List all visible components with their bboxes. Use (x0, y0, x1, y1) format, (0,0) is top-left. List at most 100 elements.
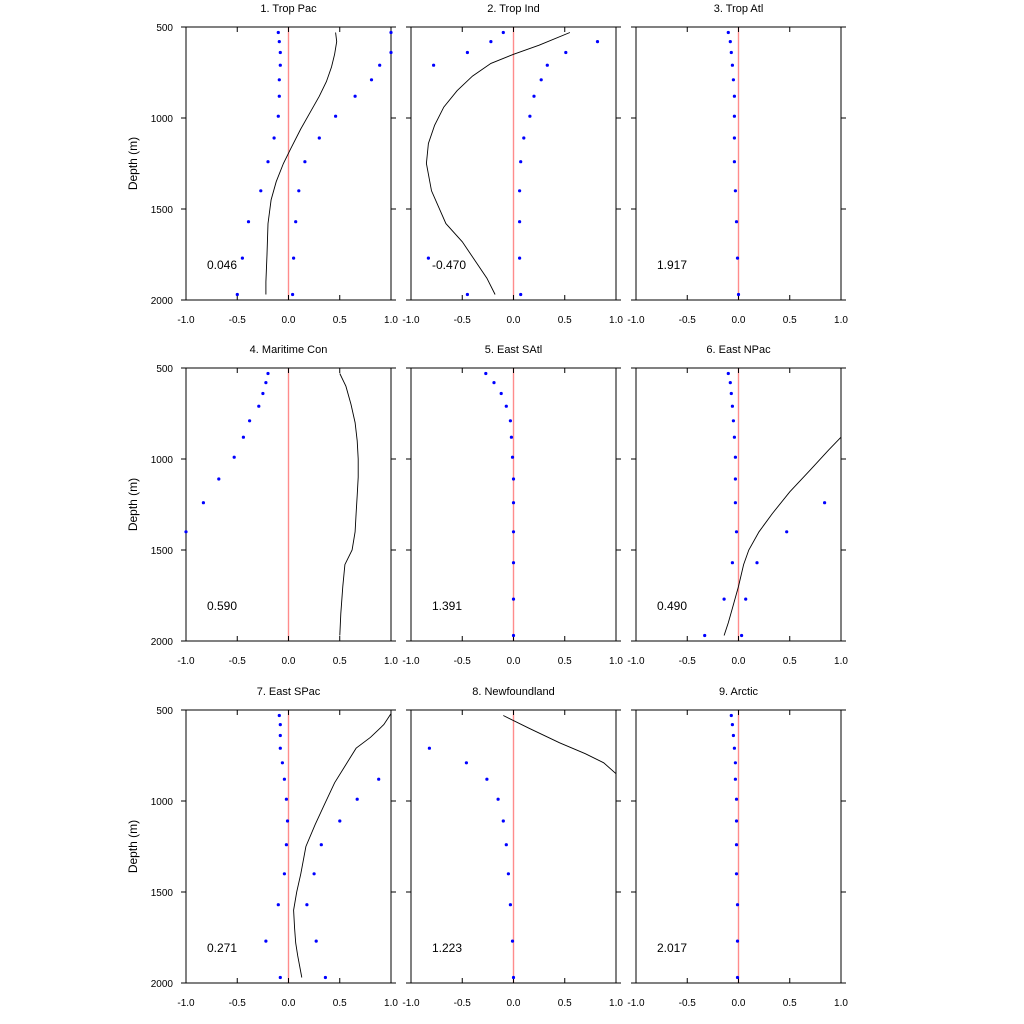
data-point (733, 777, 738, 781)
x-tick-label: -0.5 (229, 998, 247, 1009)
data-point (729, 713, 733, 718)
x-tick-label: 1.0 (834, 315, 848, 326)
x-tick-label: 0.5 (783, 656, 797, 667)
panel-title: 7. East SPac (257, 686, 321, 698)
data-point (732, 136, 737, 140)
panel-6: 6. East NPac -1.0 -0.5 0.0 0.5 1.0 0.490 (627, 344, 848, 667)
data-point (511, 477, 516, 481)
x-tick-label: 0.5 (558, 315, 572, 326)
panel-title: 6. East NPac (706, 344, 771, 356)
data-point (489, 40, 493, 44)
data-point (323, 975, 327, 980)
profile-line (293, 713, 392, 978)
data-point (755, 561, 759, 565)
data-point (508, 903, 512, 907)
panel-title: 8. Newfoundland (472, 686, 555, 698)
data-point (735, 903, 740, 907)
x-tick-label: 0.5 (558, 656, 572, 667)
data-point (278, 975, 282, 980)
data-point (504, 404, 508, 408)
x-tick-label: 0.0 (282, 315, 296, 326)
data-point (744, 597, 748, 601)
panel-value: 1.917 (657, 258, 687, 272)
panel-value: 1.223 (432, 941, 462, 955)
x-tick-label: 0.0 (507, 656, 521, 667)
data-point (731, 733, 736, 738)
data-point (282, 777, 286, 781)
panel-8: 8. Newfoundland -1.0 -0.5 0.0 0.5 1.0 1.223 (402, 686, 623, 1009)
y-tick-label: 1500 (151, 205, 174, 216)
data-point (510, 455, 515, 459)
data-point (734, 819, 739, 823)
data-point (389, 30, 393, 35)
data-point (734, 530, 739, 534)
profile-line (425, 32, 571, 295)
data-point (432, 63, 436, 67)
data-point (733, 761, 738, 765)
data-point (285, 819, 290, 823)
data-point (353, 94, 357, 98)
data-point (735, 975, 740, 980)
y-tick-label: 500 (156, 706, 173, 717)
data-point (465, 292, 469, 297)
data-point (278, 733, 282, 738)
data-point (703, 633, 707, 638)
x-tick-label: -1.0 (402, 998, 420, 1009)
data-point (277, 94, 281, 98)
data-point (496, 797, 500, 801)
data-point (248, 419, 252, 423)
data-point (730, 63, 735, 67)
data-point (314, 939, 318, 943)
data-point (734, 797, 739, 801)
panel-title: 1. Trop Pac (260, 3, 317, 15)
x-tick-label: 0.0 (507, 998, 521, 1009)
y-axis-label: Depth (m) (126, 137, 140, 190)
x-tick-label: 1.0 (609, 998, 623, 1009)
data-point (303, 160, 307, 164)
data-point (522, 136, 526, 140)
data-point (492, 381, 496, 385)
data-point (464, 761, 468, 765)
data-point (355, 797, 359, 801)
data-point (235, 292, 239, 297)
data-point (184, 530, 188, 534)
data-point (277, 40, 281, 44)
data-point (511, 597, 516, 601)
data-point (785, 530, 789, 534)
data-point (545, 63, 549, 67)
data-point (729, 50, 733, 55)
data-point (217, 477, 221, 481)
data-point (277, 713, 281, 718)
data-point (264, 381, 268, 385)
data-point (389, 50, 393, 55)
data-point (338, 819, 342, 823)
data-point (276, 30, 280, 35)
panel-value: 0.271 (207, 941, 237, 955)
data-point (564, 50, 568, 55)
data-point (266, 371, 270, 376)
x-tick-label: 1.0 (384, 315, 398, 326)
data-point (736, 292, 741, 297)
data-point (732, 114, 737, 118)
y-tick-label: 500 (156, 364, 173, 375)
data-point (294, 220, 298, 224)
data-point (732, 94, 737, 98)
x-tick-label: 0.0 (732, 315, 746, 326)
panel-title: 2. Trop Ind (487, 3, 540, 15)
x-tick-label: 0.0 (282, 998, 296, 1009)
x-tick-label: 1.0 (384, 998, 398, 1009)
x-tick-label: -0.5 (229, 656, 247, 667)
data-point (280, 761, 284, 765)
x-tick-label: 1.0 (834, 656, 848, 667)
data-point (504, 843, 508, 847)
panel-value: 1.391 (432, 599, 462, 613)
data-point (278, 723, 282, 727)
x-tick-label: 0.0 (507, 315, 521, 326)
x-tick-label: -1.0 (177, 998, 195, 1009)
data-point (730, 723, 735, 727)
data-point (266, 160, 270, 164)
data-point (731, 78, 736, 82)
data-point (305, 903, 309, 907)
data-point (278, 63, 282, 67)
